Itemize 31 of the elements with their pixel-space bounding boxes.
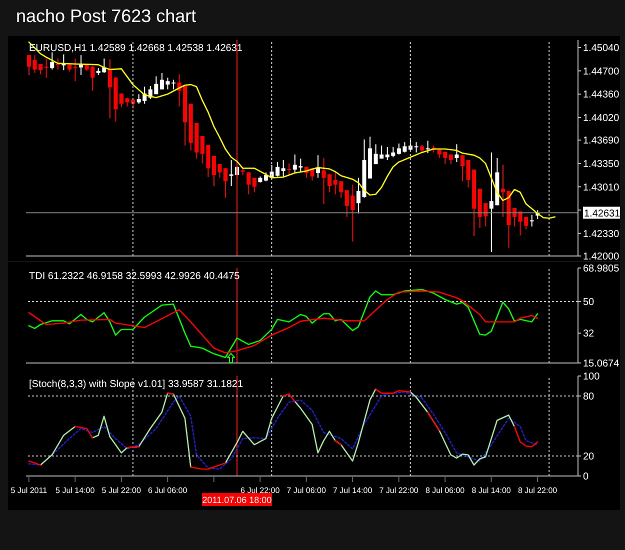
y-tick-label: 1.42330 xyxy=(583,228,620,240)
y-tick-label: 68.9805 xyxy=(583,264,620,275)
y-tick-label: 1.44360 xyxy=(583,90,620,101)
y-tick-label: 0 xyxy=(583,472,589,483)
x-tick-label: 8 Jul 14:00 xyxy=(472,486,512,495)
y-tick-label: 1.44020 xyxy=(583,113,620,124)
x-tick-label: 7 Jul 14:00 xyxy=(333,486,373,495)
x-tick-label: 8 Jul 06:00 xyxy=(425,486,466,495)
x-tick-label: 7 Jul 22:00 xyxy=(379,486,419,495)
chart-title: nacho Post 7623 chart xyxy=(16,6,196,27)
ref-line-label: 1.42631 xyxy=(584,208,621,220)
x-tick-label: 5 Jul 14:00 xyxy=(56,486,96,495)
x-tick-label: 7 Jul 06:00 xyxy=(286,486,326,495)
y-tick-label: 50 xyxy=(583,296,595,308)
x-tick-label: 6 Jul 22:00 xyxy=(240,486,280,495)
x-tick-label: 6 Jul 06:00 xyxy=(148,486,188,495)
y-tick-label: 1.45040 xyxy=(583,43,620,54)
y-tick-label: 1.43010 xyxy=(583,182,620,194)
x-tick-label: 8 Jul 22:00 xyxy=(518,486,558,495)
y-tick-label: 1.42000 xyxy=(583,252,620,263)
y-tick-label: 1.44700 xyxy=(583,66,620,78)
x-tick-label: 5 Jul 2011 xyxy=(10,486,48,495)
y-tick-label: 1.43690 xyxy=(583,136,620,147)
y-tick-label: 80 xyxy=(583,392,595,403)
x-tick-label: 5 Jul 22:00 xyxy=(102,486,142,495)
y-tick-label: 20 xyxy=(583,452,595,463)
y-tick-label: 15.0674 xyxy=(583,358,620,370)
y-tick-label: 32 xyxy=(583,328,595,340)
y-tick-label: 1.43350 xyxy=(583,158,620,170)
y-tick-label: 100 xyxy=(583,372,600,383)
ref-line-label: 2011.07.06 18:00 xyxy=(202,495,272,505)
